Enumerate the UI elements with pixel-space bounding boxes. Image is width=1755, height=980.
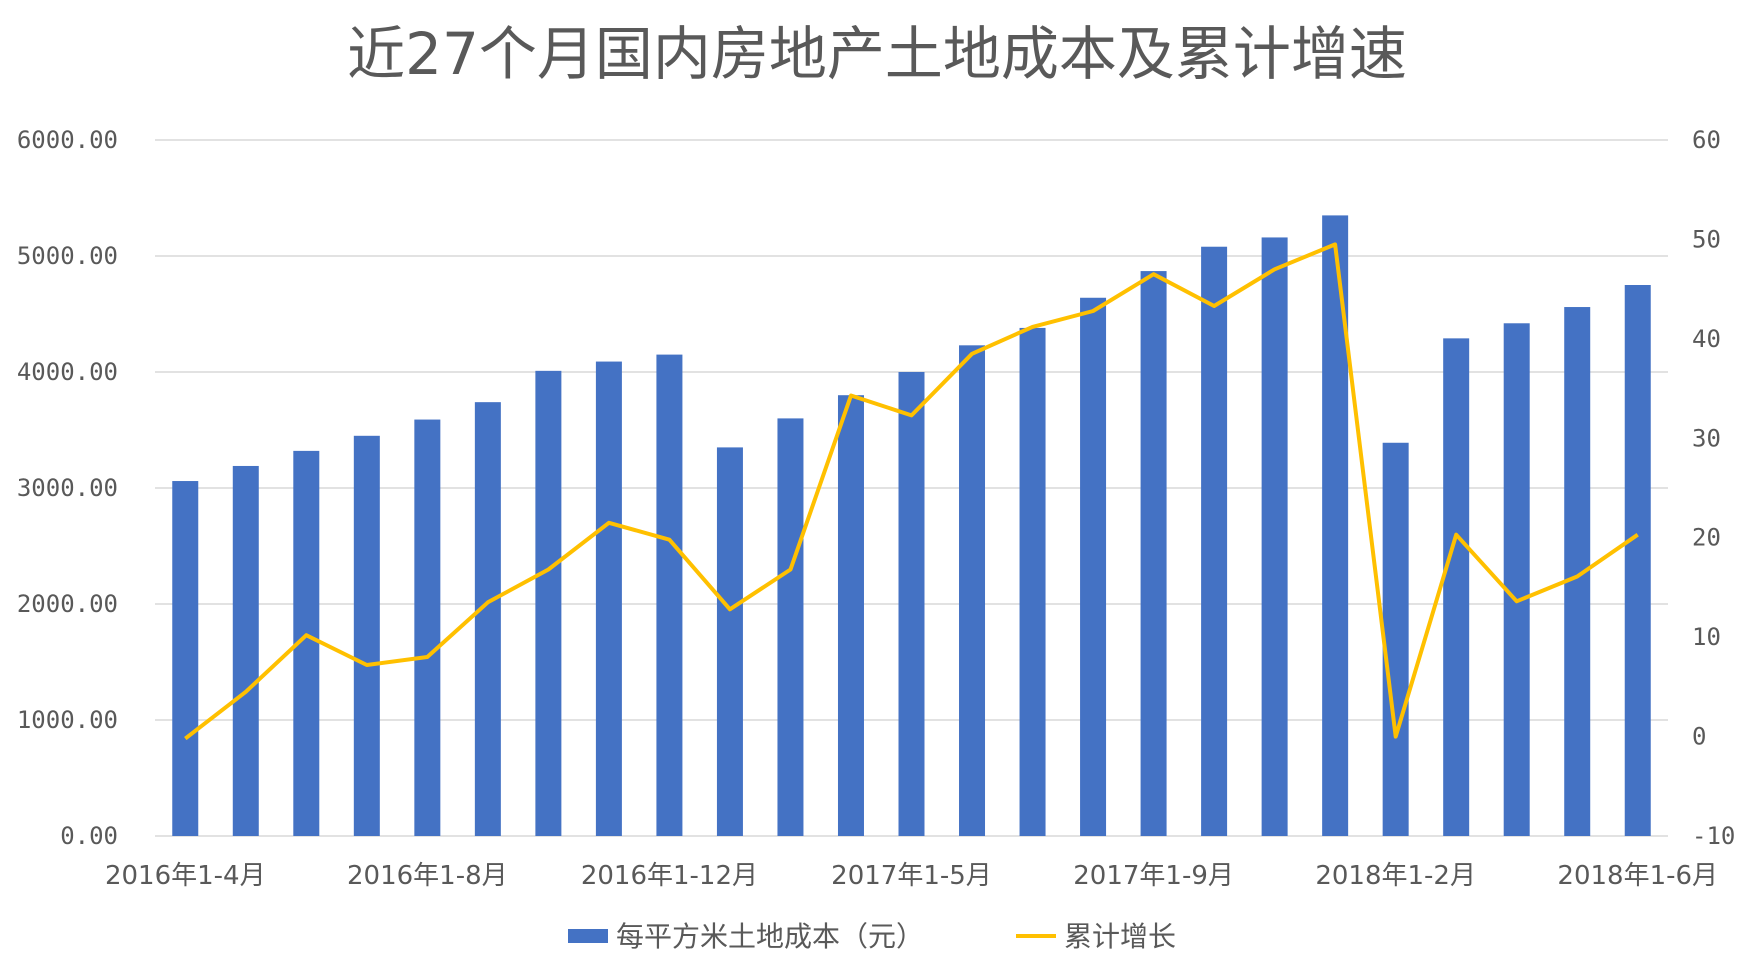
left-tick-label: 2000.00 (17, 590, 118, 618)
x-axis-ticks: 2016年1-4月 2016年1-8月 2016年1-12月 2017年1-5月 201… (105, 861, 1718, 891)
right-tick-label: 40 (1692, 325, 1721, 353)
right-tick-label: 10 (1692, 623, 1721, 651)
right-tick-label: 50 (1692, 225, 1721, 253)
right-tick-label: 20 (1692, 524, 1721, 552)
legend-line-label: 累计增长 (1064, 920, 1176, 953)
left-tick-label: 3000.00 (17, 474, 118, 502)
left-tick-label: 1000.00 (17, 706, 118, 734)
bar (353, 435, 380, 836)
bar (1624, 285, 1651, 836)
bar (535, 370, 562, 836)
right-tick-label: 60 (1692, 126, 1721, 154)
bar (1019, 327, 1046, 836)
bar (959, 345, 986, 836)
growth-line (184, 242, 1639, 741)
bar (837, 395, 864, 836)
bar (414, 419, 441, 836)
legend-bar-label: 每平方米土地成本（元） (616, 920, 924, 953)
left-tick-label: 5000.00 (17, 242, 118, 270)
bar (656, 354, 683, 836)
bar (1140, 271, 1167, 837)
bar (1443, 338, 1470, 836)
legend: 每平方米土地成本（元） 累计增长 (568, 920, 1176, 953)
bar-series (172, 215, 1651, 837)
bar (777, 418, 804, 836)
x-tick-label: 2017年1-9月 (1073, 861, 1234, 891)
left-tick-label: 6000.00 (17, 126, 118, 154)
legend-bar-swatch (568, 929, 608, 943)
bar (474, 402, 501, 836)
left-axis-ticks: 0.00 1000.00 2000.00 3000.00 4000.00 5000.00 6… (17, 126, 118, 850)
x-tick-label: 2018年1-2月 (1315, 861, 1476, 891)
bar (232, 465, 259, 836)
right-tick-label: 30 (1692, 424, 1721, 452)
bar (898, 372, 925, 836)
bar (1261, 237, 1288, 836)
bar (595, 361, 622, 836)
bar (1503, 323, 1530, 836)
x-tick-label: 2016年1-8月 (347, 861, 508, 891)
left-tick-label: 4000.00 (17, 358, 118, 386)
x-tick-label: 2017年1-5月 (831, 861, 992, 891)
line-series (184, 242, 1639, 741)
left-tick-label: 0.00 (60, 822, 118, 850)
right-axis-ticks: -10 0 10 20 30 40 50 60 (1692, 126, 1735, 850)
bar (172, 481, 199, 836)
bar (716, 447, 743, 836)
chart-title: 近27个月国内房地产土地成本及累计增速 (347, 20, 1407, 88)
x-tick-label: 2018年1-6月 (1557, 861, 1718, 891)
right-tick-label: 0 (1692, 723, 1706, 751)
x-tick-label: 2016年1-4月 (105, 861, 266, 891)
bar (1201, 246, 1228, 837)
bar (1382, 442, 1409, 836)
x-tick-label: 2016年1-12月 (581, 861, 758, 891)
bar (1080, 297, 1107, 836)
right-tick-label: -10 (1692, 822, 1735, 850)
